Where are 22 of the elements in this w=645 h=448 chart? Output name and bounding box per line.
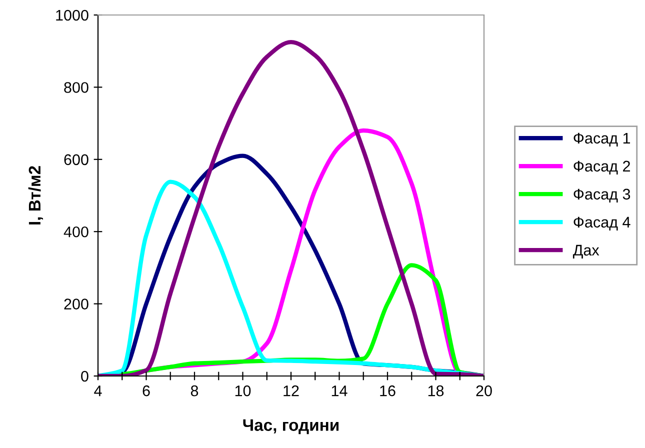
legend-label: Дах (572, 244, 600, 258)
legend-label: Фасад 2 (574, 160, 630, 175)
x-tick-label: 14 (332, 386, 348, 396)
y-tick-label: 1000 (56, 10, 88, 21)
y-tick-label: 800 (64, 82, 88, 93)
x-tick-label: 8 (190, 385, 198, 396)
x-tick-label: 10 (235, 385, 251, 396)
x-tick-label: 20 (476, 385, 492, 396)
x-tick-label: 16 (380, 385, 396, 396)
x-axis-title: Час, години (243, 419, 338, 434)
y-tick-label: 0 (81, 370, 88, 382)
x-tick-label: 18 (428, 385, 444, 396)
legend-label: Фасад 1 (574, 132, 630, 147)
y-tick-label: 200 (64, 298, 88, 310)
x-tick-label: 6 (142, 385, 150, 396)
y-tick-label: 400 (64, 226, 88, 238)
x-tick-label: 12 (284, 385, 299, 396)
y-tick-label: 600 (64, 154, 88, 166)
y-axis-title: I, Вт/м2 (28, 166, 43, 224)
legend-label: Фасад 3 (574, 188, 630, 202)
legend-label: Фасад 4 (574, 216, 630, 230)
x-tick-label: 4 (94, 386, 102, 396)
